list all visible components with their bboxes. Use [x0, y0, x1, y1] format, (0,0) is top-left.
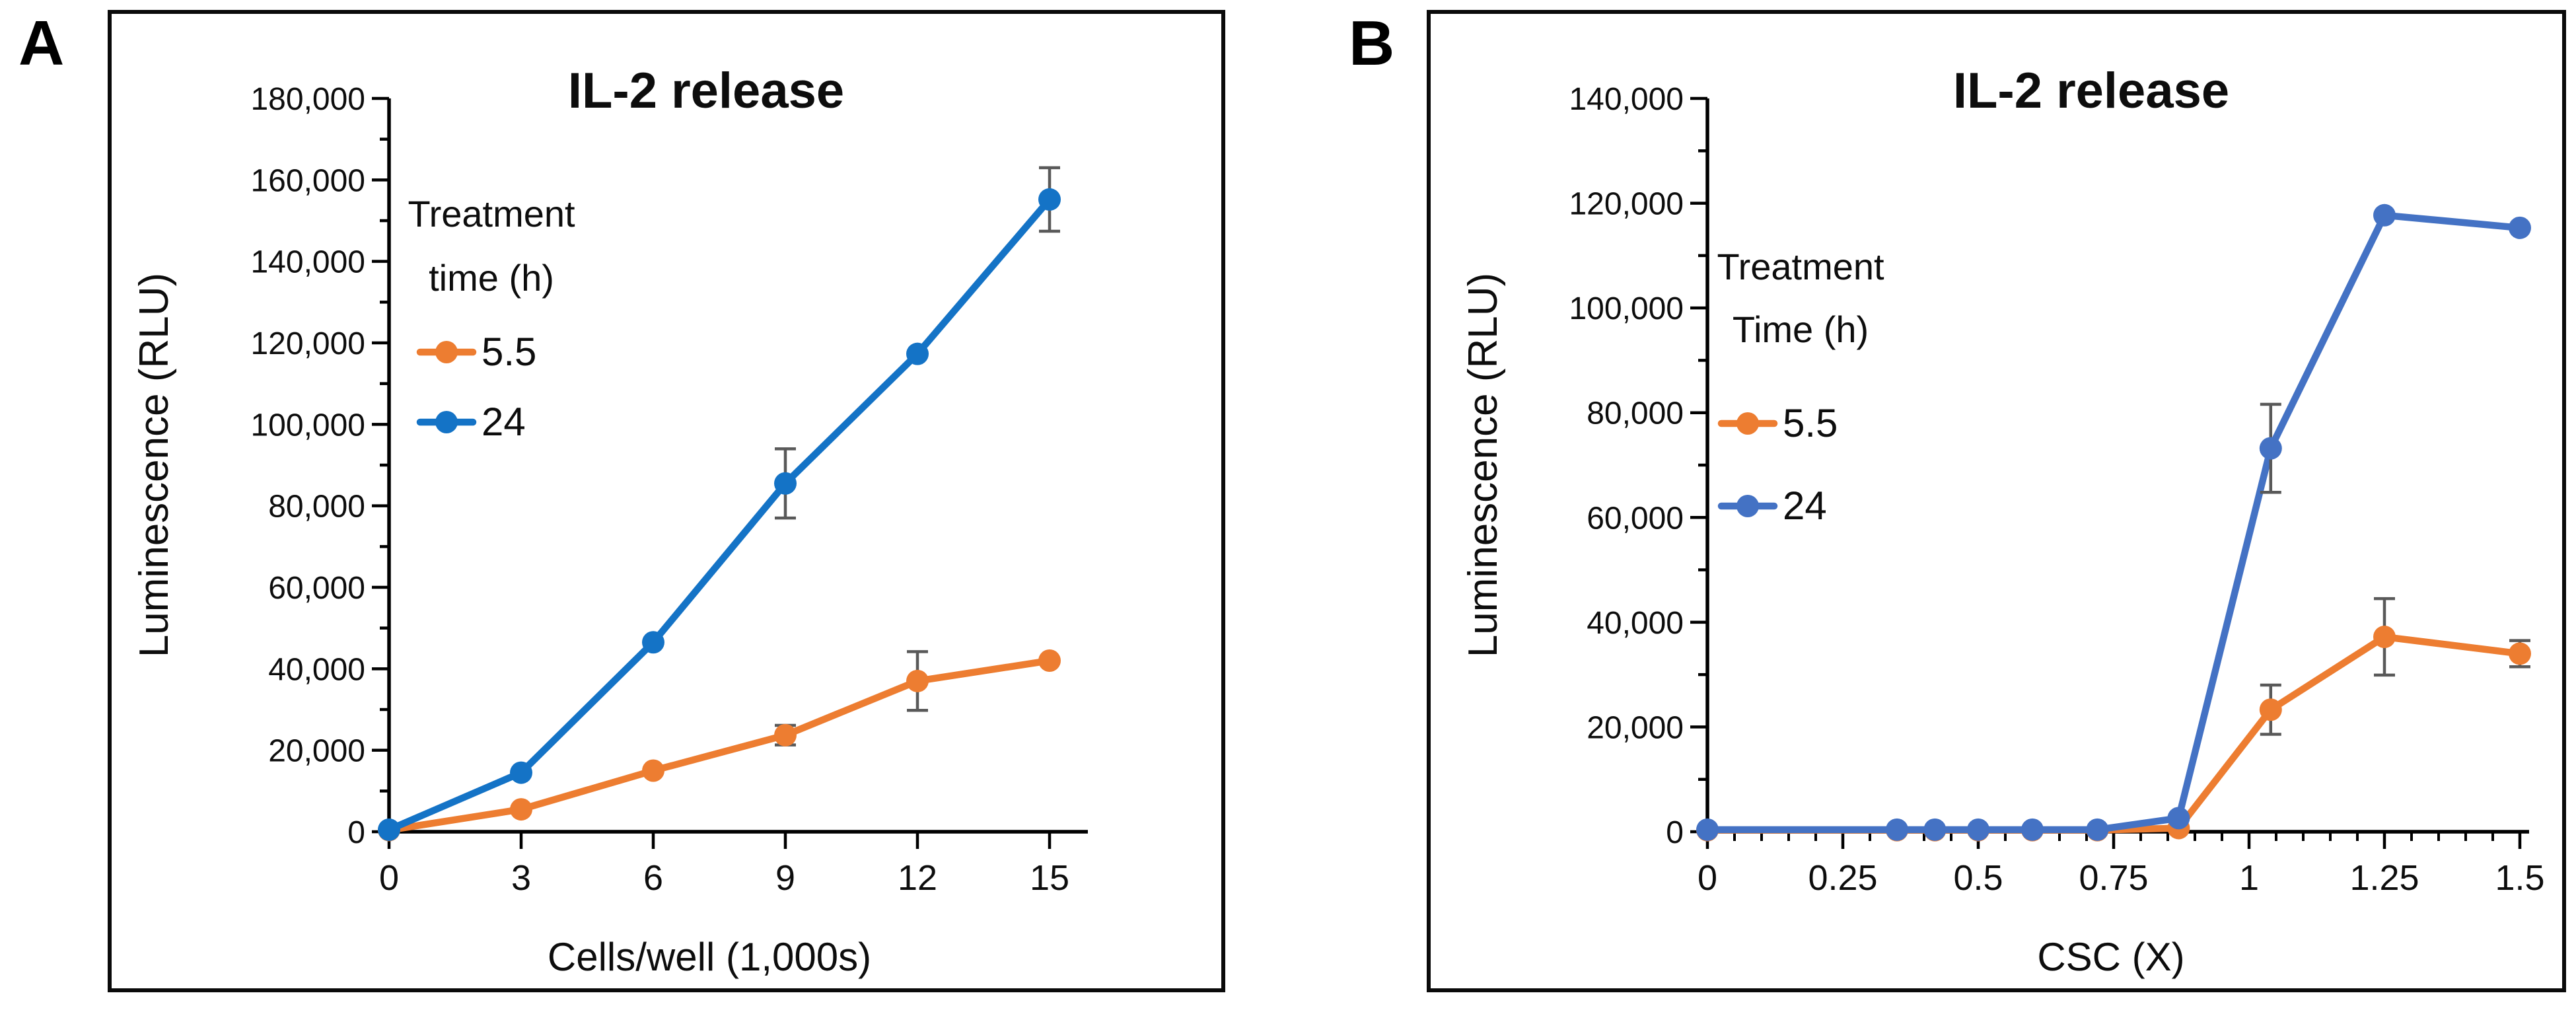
- data-point-5.5: [1038, 649, 1061, 672]
- series-line-5.5: [385, 657, 1054, 834]
- y-tick-label: 0: [347, 815, 365, 850]
- y-tick-label: 100,000: [1569, 291, 1684, 326]
- data-point-5.5: [642, 759, 664, 782]
- data-point-24: [1923, 818, 1947, 841]
- data-point-5.5: [2509, 642, 2531, 665]
- x-tick-label: 3: [511, 858, 531, 898]
- x-tick-label: 9: [775, 858, 795, 898]
- legend-marker-dot: [435, 341, 458, 363]
- data-point-24: [2021, 818, 2044, 841]
- x-tick-label: 1.5: [2495, 858, 2544, 898]
- panel-a-letter: A: [18, 8, 65, 79]
- legend-entry-label: 5.5: [482, 330, 536, 374]
- data-point-5.5: [906, 669, 929, 692]
- data-point-24: [1696, 818, 1719, 841]
- data-point-5.5: [774, 723, 797, 747]
- legend-title-line: Treatment: [408, 193, 575, 235]
- data-point-24: [1967, 818, 1989, 841]
- data-point-24: [2259, 437, 2282, 460]
- x-tick-label: 12: [898, 858, 937, 898]
- x-tick-label: 1: [2239, 858, 2259, 898]
- data-point-24: [1886, 818, 1908, 841]
- data-point-24: [906, 342, 929, 365]
- y-tick-label: 120,000: [250, 326, 365, 361]
- panel-b-letter: B: [1349, 8, 1395, 79]
- chart-a-svg: 0 20,000 40,000 60,000 80,000 100,000 120,000 1…: [131, 63, 1088, 979]
- data-point-24: [2373, 203, 2396, 227]
- legend-entry-label: 24: [482, 400, 526, 444]
- x-tick-label: 6: [643, 858, 663, 898]
- y-tick-label: 140,000: [250, 245, 365, 280]
- legend-title-line: Time (h): [1733, 309, 1869, 350]
- legend-marker-dot: [1736, 412, 1759, 435]
- data-point-24: [2509, 216, 2531, 239]
- series-line-24: [1703, 211, 2524, 834]
- data-point-5.5: [2259, 698, 2282, 721]
- y-tick-label: 80,000: [268, 490, 365, 525]
- x-tick-label: 0.5: [1953, 858, 2003, 898]
- legend-marker-dot: [435, 411, 458, 433]
- x-axis-title: CSC (X): [2037, 935, 2184, 979]
- data-point-24: [378, 818, 400, 841]
- data-point-24: [2167, 807, 2190, 830]
- series-line-24: [385, 196, 1054, 834]
- legend-marker-dot: [1736, 495, 1759, 517]
- legend-title-line: Treatment: [1717, 246, 1884, 287]
- y-tick-label: 120,000: [1569, 187, 1684, 222]
- data-point-24: [774, 472, 797, 495]
- y-tick-label: 100,000: [250, 408, 365, 443]
- x-axis-title: Cells/well (1,000s): [548, 935, 871, 979]
- data-point-5.5: [2373, 626, 2396, 649]
- data-point-24: [642, 631, 664, 654]
- legend-title-line: time (h): [429, 257, 554, 299]
- x-tick-label: 0.25: [1808, 858, 1877, 898]
- y-tick-label: 40,000: [268, 652, 365, 687]
- y-tick-label: 60,000: [1587, 501, 1684, 536]
- y-tick-label: 40,000: [1587, 606, 1684, 641]
- y-tick-label: 140,000: [1569, 82, 1684, 117]
- x-tick-label: 15: [1030, 858, 1069, 898]
- data-point-5.5: [510, 798, 532, 821]
- y-tick-label: 20,000: [268, 734, 365, 769]
- legend-entry-label: 24: [1783, 484, 1827, 528]
- legend-entry-label: 5.5: [1783, 401, 1838, 445]
- panel-a: 0 20,000 40,000 60,000 80,000 100,000 120,000 1…: [108, 10, 1225, 992]
- chart-title: IL-2 release: [568, 63, 844, 119]
- data-point-24: [510, 761, 532, 784]
- series-line-5.5: [1703, 633, 2524, 834]
- y-tick-label: 0: [1666, 815, 1684, 850]
- y-tick-label: 60,000: [268, 571, 365, 606]
- x-tick-label: 1.25: [2349, 858, 2419, 898]
- panel-b: 0 20,000 40,000 60,000 80,000 100,000 120,000 1…: [1427, 10, 2566, 992]
- y-axis-title: Luminescence (RLU): [1460, 273, 1506, 657]
- data-point-24: [2086, 818, 2109, 841]
- y-axis-title: Luminescence (RLU): [131, 273, 177, 657]
- chart-b-svg: 0 20,000 40,000 60,000 80,000 100,000 120,000 1…: [1460, 63, 2545, 979]
- chart-title: IL-2 release: [1953, 63, 2229, 119]
- data-point-24: [1038, 188, 1061, 211]
- x-tick-label: 0: [379, 858, 399, 898]
- y-tick-label: 180,000: [250, 82, 365, 117]
- x-tick-label: 0: [1698, 858, 1717, 898]
- y-tick-label: 160,000: [250, 163, 365, 198]
- x-tick-label: 0.75: [2079, 858, 2148, 898]
- y-tick-label: 80,000: [1587, 396, 1684, 431]
- y-tick-label: 20,000: [1587, 710, 1684, 745]
